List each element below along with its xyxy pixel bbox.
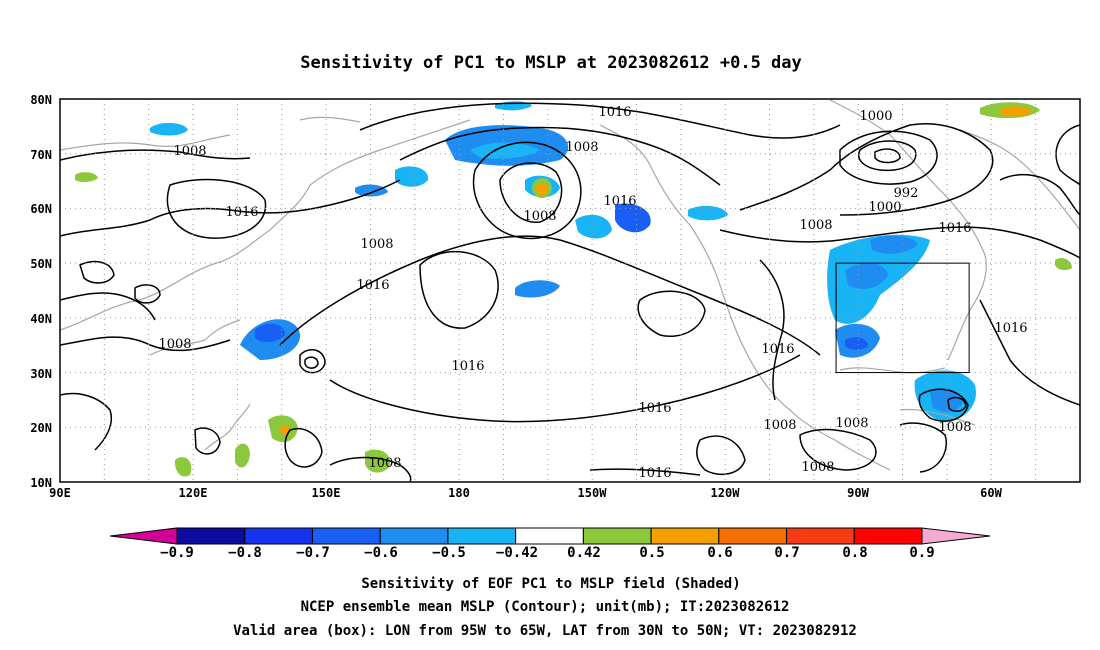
- lon-tick-label: 90W: [847, 486, 869, 500]
- lat-tick-label: 40N: [30, 312, 52, 326]
- colorbar-label: 0.8: [842, 545, 867, 561]
- colorbar-end-high: [921, 527, 991, 545]
- contour-label: 1016: [938, 221, 971, 236]
- colorbar-bin: [176, 527, 246, 545]
- contour-label: 1008: [523, 209, 556, 224]
- colorbar-bin: [244, 527, 313, 545]
- contour-label: 1008: [158, 337, 191, 352]
- contour-label: 1016: [225, 205, 258, 220]
- lon-tick-label: 150E: [312, 486, 341, 500]
- lon-tick-label: 120E: [179, 486, 208, 500]
- contour-label: 1016: [638, 401, 671, 416]
- contour-label: 1016: [638, 466, 671, 481]
- sensitivity-shading: [75, 101, 1072, 477]
- colorbar-label: 0.9: [909, 545, 934, 561]
- contour-label: 1016: [356, 278, 389, 293]
- colorbar-bin: [786, 527, 855, 545]
- contour-label: 1008: [173, 144, 206, 159]
- lon-tick-label: 180: [448, 486, 470, 500]
- lat-tick-label: 50N: [30, 257, 52, 271]
- caption-line-1: Sensitivity of EOF PC1 to MSLP field (Sh…: [361, 576, 740, 592]
- colorbar-label: −0.5: [432, 545, 466, 561]
- contour-label: 1008: [360, 237, 393, 252]
- colorbar-label: 0.5: [639, 545, 664, 561]
- colorbar-bin: [447, 527, 517, 545]
- lat-tick-label: 30N: [30, 367, 52, 381]
- lat-tick-label: 70N: [30, 148, 52, 162]
- colorbar-label: −0.8: [228, 545, 262, 561]
- lat-tick-label: 80N: [30, 93, 52, 107]
- contour-label: 1016: [761, 342, 794, 357]
- colorbar-bin: [650, 527, 720, 545]
- colorbar-label: −0.6: [364, 545, 398, 561]
- valid-area-box: [835, 262, 970, 374]
- colorbar-label: 0.6: [707, 545, 732, 561]
- contour-label: 1016: [994, 321, 1027, 336]
- caption-line-3: Valid area (box): LON from 95W to 65W, L…: [233, 623, 857, 639]
- contour-label: 1016: [451, 359, 484, 374]
- colorbar-bins: [176, 527, 923, 545]
- lon-tick-label: 90E: [49, 486, 71, 500]
- colorbar-bin: [379, 527, 449, 545]
- colorbar-bin: [515, 527, 584, 545]
- colorbar-bin: [311, 527, 381, 545]
- lon-axis: 90E 120E 150E 180 150W 120W 90W 60W: [49, 486, 1002, 500]
- map-plot-area: 1016 1008 1000 992 1008 1016 1008 1016 1…: [60, 99, 1080, 482]
- contour-label: 1000: [868, 200, 901, 215]
- contour-label: 1000: [859, 109, 892, 124]
- map-frame: [59, 98, 1081, 483]
- contour-label: 992: [894, 186, 919, 201]
- contour-label: 1008: [799, 218, 832, 233]
- contour-label: 1016: [598, 105, 631, 120]
- contour-label: 1008: [565, 140, 598, 155]
- lat-tick-label: 10N: [30, 476, 52, 490]
- lat-tick-label: 20N: [30, 421, 52, 435]
- contour-label: 1008: [801, 460, 834, 475]
- contour-label: 1016: [603, 194, 636, 209]
- colorbar-bin: [582, 527, 652, 545]
- contour-label: 1008: [835, 416, 868, 431]
- colorbar-label: 0.7: [774, 545, 799, 561]
- colorbar-label: 0.42: [567, 545, 601, 561]
- colorbar-bin: [718, 527, 788, 545]
- lat-axis: 80N 70N 60N 50N 40N 30N 20N 10N: [30, 93, 52, 490]
- contour-label: 1008: [763, 418, 796, 433]
- contour-label: 1008: [368, 456, 401, 471]
- lon-tick-label: 60W: [980, 486, 1002, 500]
- colorbar: −0.9 −0.8 −0.7 −0.6 −0.5 −0.42 0.42 0.5 …: [109, 527, 991, 561]
- colorbar-labels: −0.9 −0.8 −0.7 −0.6 −0.5 −0.42 0.42 0.5 …: [160, 545, 935, 561]
- lon-tick-label: 150W: [578, 486, 608, 500]
- contour-labels: 1016 1008 1000 992 1008 1016 1008 1016 1…: [158, 105, 1027, 481]
- colorbar-label: −0.9: [160, 545, 194, 561]
- colorbar-end-low: [109, 527, 178, 545]
- lat-tick-label: 60N: [30, 202, 52, 216]
- figure-title: Sensitivity of PC1 to MSLP at 2023082612…: [300, 53, 802, 73]
- colorbar-label: −0.7: [296, 545, 330, 561]
- colorbar-label: −0.42: [496, 545, 538, 561]
- caption-line-2: NCEP ensemble mean MSLP (Contour); unit(…: [301, 599, 790, 615]
- lon-tick-label: 120W: [711, 486, 741, 500]
- colorbar-bin: [853, 527, 923, 545]
